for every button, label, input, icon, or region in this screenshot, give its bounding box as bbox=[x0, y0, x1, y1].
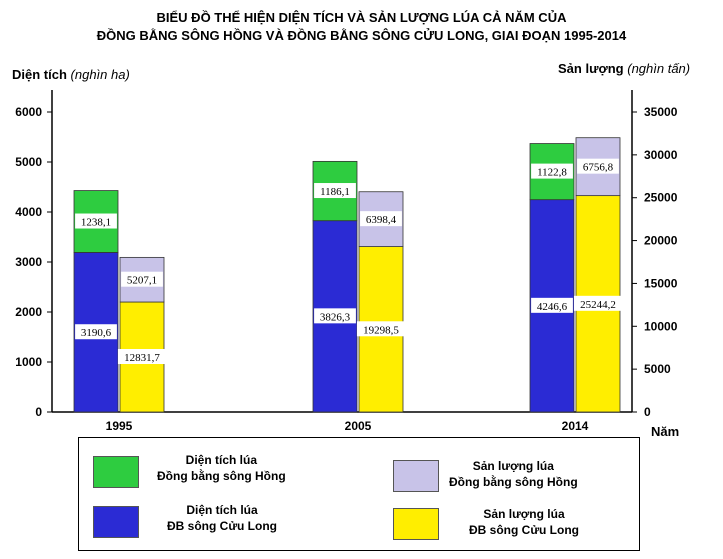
legend-area-red-line1: Diện tích lúa bbox=[185, 453, 257, 467]
left-axis-label: Diện tích bbox=[12, 67, 67, 82]
left-tick-label: 2000 bbox=[15, 305, 42, 319]
right-tick-label: 0 bbox=[644, 405, 651, 419]
right-tick-label: 30000 bbox=[644, 148, 678, 162]
data-label-prod-mekong-2014: 25244,2 bbox=[580, 299, 616, 311]
left-tick-label: 4000 bbox=[15, 205, 42, 219]
x-tick-label-2014: 2014 bbox=[562, 419, 589, 433]
data-label-prod-mekong-2005-bg bbox=[356, 321, 406, 337]
right-axis-label: Sản lượng bbox=[558, 61, 624, 76]
legend-area-red-line2: Đồng bằng sông Hồng bbox=[157, 469, 286, 483]
legend-prod-mekong-line1: Sản lượng lúa bbox=[483, 507, 565, 521]
data-label-area-red-2014: 1122,8 bbox=[537, 167, 567, 179]
right-axis-unit: (nghìn tấn) bbox=[627, 61, 691, 76]
x-tick-label-2005: 2005 bbox=[345, 419, 372, 433]
data-label-prod-red-2014: 6756,8 bbox=[583, 162, 614, 174]
data-label-area-red-2014-bg bbox=[531, 163, 573, 179]
data-label-prod-mekong-2014-bg bbox=[573, 295, 623, 311]
x-tick-label-1995: 1995 bbox=[106, 419, 133, 433]
right-tick-label: 10000 bbox=[644, 319, 678, 333]
legend-area-mekong-line1: Diện tích lúa bbox=[186, 503, 258, 517]
left-tick-label: 0 bbox=[35, 405, 42, 419]
legend-prod-red-line2: Đồng bằng sông Hồng bbox=[449, 475, 578, 489]
data-label-prod-red-1995: 5207,1 bbox=[127, 275, 157, 287]
legend-prod-red-line1: Sản lượng lúa bbox=[472, 459, 554, 473]
legend-text-area-mekong: Diện tích lúa ĐB sông Cửu Long bbox=[167, 502, 277, 534]
legend-area-mekong-line2: ĐB sông Cửu Long bbox=[167, 519, 278, 533]
right-axis-title: Sản lượng (nghìn tấn) bbox=[558, 61, 690, 76]
data-label-area-mekong-1995-bg bbox=[75, 324, 117, 340]
data-label-prod-red-2005: 6398,4 bbox=[366, 214, 397, 226]
data-label-area-mekong-1995: 3190,6 bbox=[81, 327, 112, 339]
legend-text-area-red: Diện tích lúa Đồng bằng sông Hồng bbox=[157, 452, 286, 484]
legend-prod-mekong-line2: ĐB sông Cửu Long bbox=[469, 523, 580, 537]
legend: Diện tích lúa Đồng bằng sông Hồng Diện t… bbox=[78, 437, 640, 551]
data-label-prod-red-2005-bg bbox=[360, 211, 402, 227]
right-tick-label: 35000 bbox=[644, 105, 678, 119]
chart-title-line2: ĐỒNG BẰNG SÔNG HỒNG VÀ ĐỒNG BẰNG SÔNG CỬ… bbox=[96, 28, 627, 43]
data-label-area-red-1995-bg bbox=[75, 213, 117, 229]
legend-swatch-prod-mekong bbox=[393, 508, 439, 540]
left-axis-title: Diện tích (nghìn ha) bbox=[12, 67, 130, 82]
data-label-area-red-2005-bg bbox=[314, 183, 356, 199]
chart-title-line1: BIỂU ĐỒ THỂ HIỆN DIỆN TÍCH VÀ SẢN LƯỢNG … bbox=[156, 10, 567, 25]
x-axis-title: Năm bbox=[651, 424, 680, 439]
right-tick-label: 15000 bbox=[644, 276, 678, 290]
data-label-prod-red-2014-bg bbox=[577, 158, 619, 174]
legend-swatch-prod-red bbox=[393, 460, 439, 492]
legend-text-prod-mekong: Sản lượng lúa ĐB sông Cửu Long bbox=[469, 506, 579, 538]
left-tick-label: 5000 bbox=[15, 155, 42, 169]
left-axis-unit: (nghìn ha) bbox=[70, 67, 130, 82]
data-label-area-mekong-2005: 3826,3 bbox=[320, 311, 351, 323]
legend-text-prod-red: Sản lượng lúa Đồng bằng sông Hồng bbox=[449, 458, 578, 490]
data-label-area-mekong-2014-bg bbox=[531, 297, 573, 313]
data-label-prod-red-1995-bg bbox=[121, 271, 163, 287]
data-label-prod-mekong-1995-bg bbox=[117, 349, 167, 365]
left-tick-label: 3000 bbox=[15, 255, 42, 269]
left-tick-label: 6000 bbox=[15, 105, 42, 119]
data-label-area-red-1995: 1238,1 bbox=[81, 217, 111, 229]
right-tick-label: 20000 bbox=[644, 234, 678, 248]
data-label-prod-mekong-2005: 19298,5 bbox=[363, 324, 399, 336]
right-tick-label: 5000 bbox=[644, 362, 671, 376]
data-label-prod-mekong-1995: 12831,7 bbox=[124, 352, 160, 364]
data-label-area-mekong-2005-bg bbox=[314, 308, 356, 324]
data-label-area-red-2005: 1186,1 bbox=[320, 186, 350, 198]
left-tick-label: 1000 bbox=[15, 355, 42, 369]
data-label-area-mekong-2014: 4246,6 bbox=[537, 301, 568, 313]
legend-swatch-area-red bbox=[93, 456, 139, 488]
legend-swatch-area-mekong bbox=[93, 506, 139, 538]
right-tick-label: 25000 bbox=[644, 191, 678, 205]
